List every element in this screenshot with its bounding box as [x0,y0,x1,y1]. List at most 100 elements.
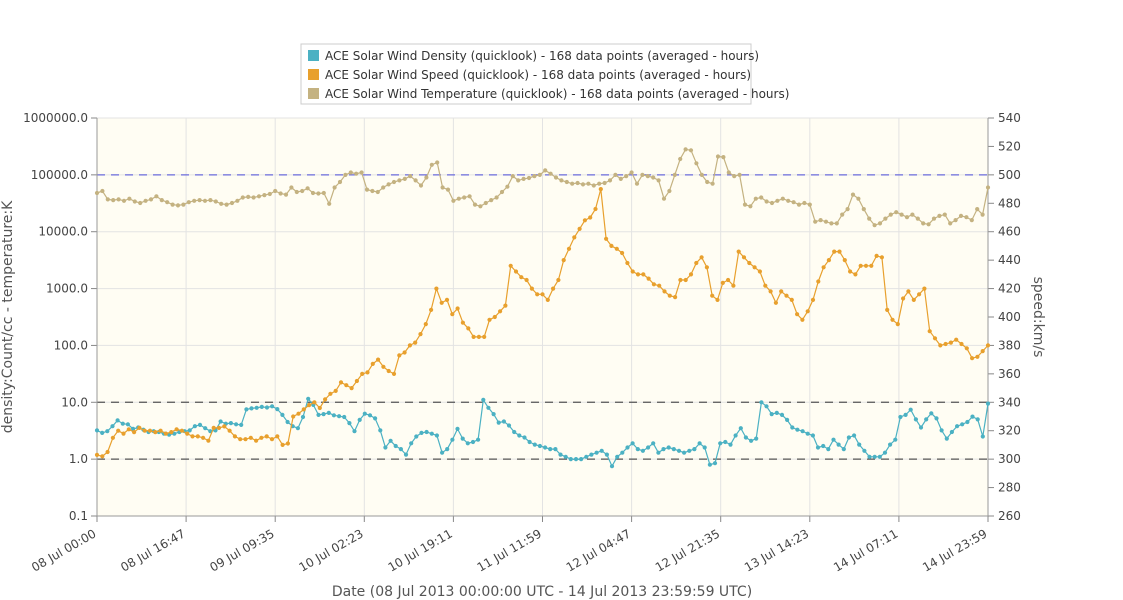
legend-label[interactable]: ACE Solar Wind Temperature (quicklook) -… [325,87,789,101]
data-point [589,452,594,457]
data-point [712,461,718,466]
left-tick-label: 1000000.0 [23,111,88,125]
data-point [704,265,710,270]
left-tick-label: 1.0 [69,452,88,466]
data-point [532,442,537,447]
x-tick-label: 10 Jul 19:11 [386,526,455,574]
data-point [721,155,726,160]
data-point [229,200,235,206]
data-point [769,412,774,417]
data-point [360,371,365,376]
data-point [187,428,192,433]
data-point [373,416,378,421]
data-point [757,269,763,274]
data-point [280,442,285,447]
data-point [481,397,486,402]
data-point [529,286,535,291]
data-point [558,452,563,457]
left-tick-label: 100000.0 [31,168,88,182]
data-point [834,221,839,226]
data-point [143,198,148,203]
legend-label[interactable]: ACE Solar Wind Density (quicklook) - 168… [325,49,759,63]
data-point [165,200,170,205]
data-point [120,421,125,426]
data-point [908,407,913,412]
data-point [943,341,948,347]
data-point [238,437,243,442]
data-point [333,388,338,393]
data-point [397,178,402,183]
data-point [599,448,604,453]
data-point [964,346,969,351]
series-0 [94,396,991,469]
data-point [197,198,202,203]
data-point [94,190,100,196]
data-point [478,204,483,209]
data-point [505,184,510,189]
data-point [926,222,931,227]
data-point [285,441,290,446]
data-point [482,334,487,339]
data-point [646,276,651,281]
data-point [424,429,429,435]
data-point [618,176,623,181]
data-point [728,442,733,447]
data-point [959,341,964,347]
data-point [802,200,807,206]
data-point [759,195,764,200]
data-point [906,289,911,294]
data-point [179,428,184,433]
data-point [955,424,960,429]
data-point [393,443,398,449]
data-point [780,196,785,201]
data-point [785,417,790,422]
data-point [462,195,467,200]
x-tick-label: 11 Jul 11:59 [475,526,544,574]
data-point [262,193,267,198]
data-point [357,417,362,422]
data-point [604,452,610,457]
data-point [337,414,342,419]
legend-label[interactable]: ACE Solar Wind Speed (quicklook) - 168 d… [325,68,751,82]
data-point [661,196,667,201]
data-point [216,425,222,430]
data-point [386,182,391,187]
data-point [343,172,348,177]
data-point [301,407,306,412]
data-point [840,212,845,217]
data-point [440,450,445,455]
data-point [419,430,424,435]
data-point [407,343,412,348]
data-point [137,425,142,430]
data-point [958,213,964,218]
data-point [775,198,780,203]
data-point [796,202,802,207]
data-point [354,378,359,384]
data-point [148,197,154,202]
data-point [853,272,858,277]
data-point [316,191,321,196]
data-point [980,212,985,217]
data-point [328,391,333,396]
data-point [423,322,428,327]
data-point [580,182,586,187]
data-point [181,202,186,207]
left-tick-label: 10000.0 [38,225,88,239]
data-point [985,185,991,190]
data-point [748,204,753,209]
data-point [413,340,418,345]
data-point [218,419,223,424]
data-point [736,249,741,254]
data-point [807,202,812,207]
data-point [641,272,646,277]
data-point [790,425,795,430]
data-point [918,425,924,430]
data-point [543,445,548,450]
data-point [354,171,359,176]
data-point [153,430,158,435]
data-point [508,263,513,268]
data-point [300,414,306,420]
data-point [100,188,105,194]
series-1 [94,187,991,459]
data-point [228,421,233,426]
